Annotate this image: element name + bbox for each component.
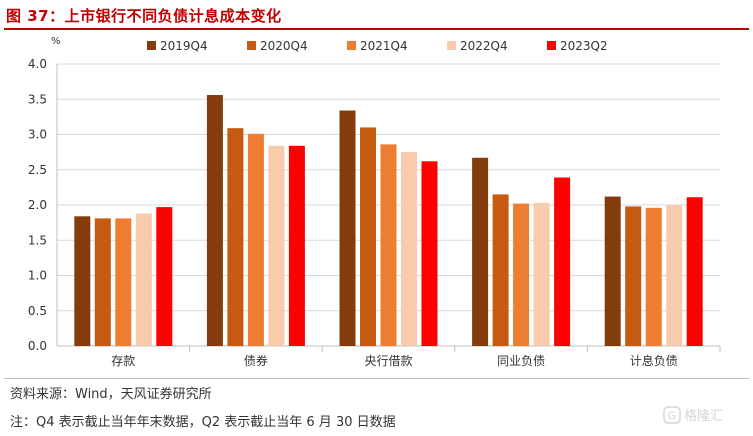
bar-2023Q2-0 (156, 207, 173, 346)
legend-label-2023Q2: 2023Q2 (560, 39, 608, 53)
figure-title: 图 37：上市银行不同负债计息成本变化 (6, 7, 282, 25)
watermark-text: 格隆汇 (684, 408, 723, 424)
bar-2019Q4-1 (206, 95, 223, 347)
legend-swatch-2019Q4 (147, 41, 156, 50)
legend-swatch-2020Q4 (247, 41, 256, 50)
y-tick-label: 1.0 (28, 269, 47, 283)
legend-label-2020Q4: 2020Q4 (260, 39, 308, 53)
bar-2019Q4-4 (604, 196, 621, 346)
bar-chart: 0.0 0.5 1.0 1.5 2.0 2.5 3.0 3.5 4.0% 存款 债券 央行借款 同业负债… (28, 36, 721, 368)
y-axis-unit: % (51, 36, 61, 47)
bar-2019Q4-2 (339, 110, 356, 346)
bar-2019Q4-3 (472, 157, 489, 346)
bar-2021Q4-3 (513, 203, 530, 346)
bar-2020Q4-0 (94, 218, 111, 346)
bar-2021Q4-1 (247, 133, 264, 346)
legend-swatch-2021Q4 (347, 41, 356, 50)
y-tick-label: 3.5 (28, 92, 47, 106)
y-tick-label: 2.5 (28, 163, 47, 177)
legend-swatch-2023Q2 (547, 41, 556, 50)
bar-2020Q4-3 (492, 194, 509, 346)
bar-2020Q4-2 (360, 127, 376, 346)
y-tick-label: 2.0 (28, 198, 47, 212)
bar-2023Q2-2 (421, 161, 438, 346)
x-tick-label: 央行借款 (364, 354, 412, 368)
bar-2022Q4-0 (135, 213, 152, 346)
bar-2021Q4-2 (380, 144, 397, 346)
y-tick-label: 1.5 (28, 233, 47, 247)
bar-2019Q4-0 (74, 216, 91, 346)
x-tick-label: 债券 (244, 353, 268, 368)
y-tick-label: 0.5 (28, 304, 47, 318)
legend-label-2021Q4: 2021Q4 (360, 39, 408, 53)
figure-title-bar: 图 37：上市银行不同负债计息成本变化 (4, 2, 749, 30)
svg-text:G: G (668, 410, 677, 423)
bar-2022Q4-2 (401, 152, 417, 346)
bar-2022Q4-3 (533, 202, 550, 346)
x-tick-label: 同业负债 (497, 354, 545, 368)
legend-label-2019Q4: 2019Q4 (160, 39, 208, 53)
source-note: 资料来源：Wind，天风证券研究所 (10, 387, 212, 402)
legend-swatch-2022Q4 (447, 41, 456, 50)
bar-2020Q4-4 (625, 206, 642, 346)
bar-2023Q2-3 (554, 177, 571, 346)
bar-2021Q4-4 (645, 207, 662, 346)
bar-2022Q4-4 (666, 205, 683, 346)
y-tick-label: 0.0 (28, 339, 47, 353)
y-tick-label: 3.0 (28, 128, 47, 142)
x-tick-label: 计息负债 (630, 353, 678, 368)
watermark-logo: G 格隆汇 (663, 406, 723, 424)
footnote: 注：Q4 表示截止当年年末数据，Q2 表示截止当年 6 月 30 日数据 (10, 415, 396, 430)
y-tick-label: 4.0 (28, 57, 47, 71)
x-tick-label: 存款 (111, 354, 135, 368)
bar-2020Q4-1 (227, 128, 244, 346)
bar-2022Q4-1 (268, 145, 285, 346)
bar-2023Q2-4 (686, 197, 703, 346)
legend-label-2022Q4: 2022Q4 (460, 39, 508, 53)
footer-divider (4, 378, 749, 379)
bar-2021Q4-0 (115, 218, 132, 346)
bar-2023Q2-1 (288, 145, 305, 346)
